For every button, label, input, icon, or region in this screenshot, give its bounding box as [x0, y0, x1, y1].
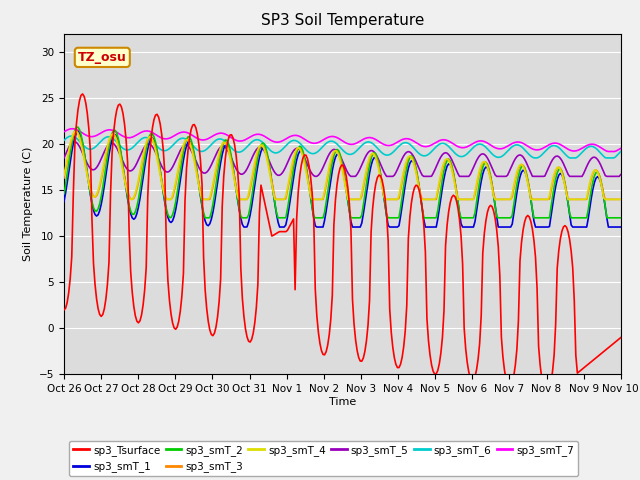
Title: SP3 Soil Temperature: SP3 Soil Temperature — [260, 13, 424, 28]
X-axis label: Time: Time — [329, 397, 356, 407]
Text: TZ_osu: TZ_osu — [78, 51, 127, 64]
Legend: sp3_Tsurface, sp3_smT_1, sp3_smT_2, sp3_smT_3, sp3_smT_4, sp3_smT_5, sp3_smT_6, : sp3_Tsurface, sp3_smT_1, sp3_smT_2, sp3_… — [69, 441, 579, 476]
Y-axis label: Soil Temperature (C): Soil Temperature (C) — [23, 147, 33, 261]
